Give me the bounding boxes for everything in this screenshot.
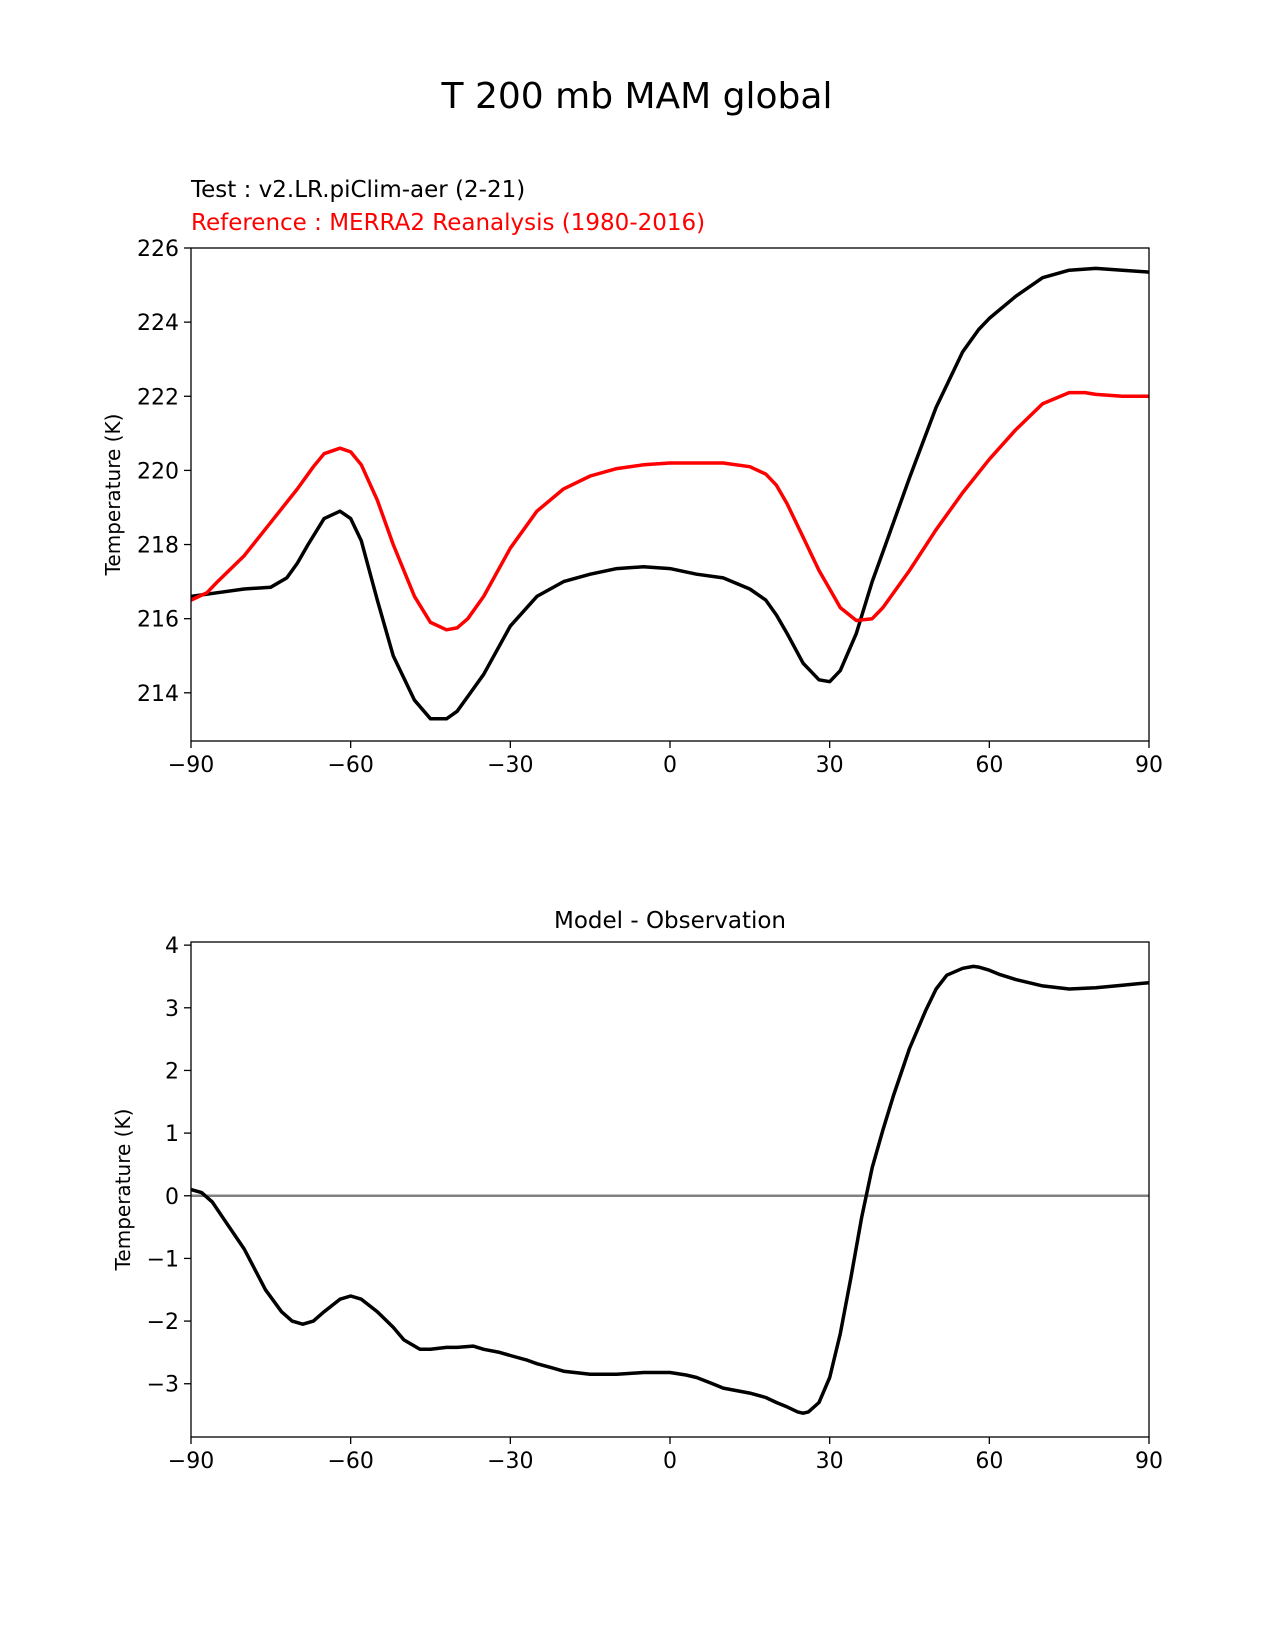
x-tick-label: −90 [168, 1449, 214, 1474]
x-tick-label: −90 [168, 753, 214, 778]
bottom-plot-area: −90 −60 −30 0 30 60 90 −3 −2 −1 0 1 2 3 4 [147, 934, 1163, 1474]
y-tick-label: 214 [137, 682, 179, 707]
series-line-0 [191, 964, 1149, 1415]
x-tick-label: 90 [1135, 753, 1163, 778]
x-tick-label: 60 [975, 1449, 1003, 1474]
x-tick-label: 0 [663, 753, 677, 778]
y-tick-label: 3 [165, 997, 179, 1022]
x-tick-label: −30 [487, 753, 533, 778]
plot-frame [190, 941, 1150, 1438]
top-panel: Test : v2.LR.piClim-aer (2-21) Reference… [101, 177, 1163, 778]
y-tick-label: 216 [137, 608, 179, 633]
x-tick-label: 90 [1135, 1449, 1163, 1474]
y-tick-label: 222 [137, 385, 179, 410]
x-tick-label: 30 [816, 1449, 844, 1474]
plot-frame [190, 247, 1150, 742]
y-tick-label: −3 [147, 1373, 179, 1398]
reference-label: Reference : MERRA2 Reanalysis (1980-2016… [191, 210, 705, 236]
y-tick-label: −2 [147, 1310, 179, 1335]
test-label: Test : v2.LR.piClim-aer (2-21) [190, 177, 525, 203]
bottom-panel: Model - Observation Temperature (K) −90−… [111, 908, 1163, 1474]
x-tick-label: −30 [487, 1449, 533, 1474]
y-tick-label: 224 [137, 311, 179, 336]
bottom-panel-title: Model - Observation [554, 908, 786, 934]
y-tick-label: 2 [165, 1059, 179, 1084]
y-tick-label: 0 [165, 1185, 179, 1210]
bottom-y-axis-label: Temperature (K) [111, 1109, 135, 1272]
y-tick-label: 220 [137, 459, 179, 484]
y-tick-label: 218 [137, 534, 179, 559]
series-line-0 [191, 266, 1149, 721]
top-y-axis-label: Temperature (K) [101, 414, 125, 577]
y-tick-label: −1 [147, 1247, 179, 1272]
x-tick-label: 60 [975, 753, 1003, 778]
x-tick-label: −60 [327, 1449, 373, 1474]
x-tick-label: −60 [327, 753, 373, 778]
series-line-1 [191, 390, 1149, 632]
y-tick-label: 226 [137, 237, 179, 262]
figure-title: T 200 mb MAM global [441, 76, 833, 117]
top-plot-area: −90 −60 −30 0 30 60 90 214 216 218 220 222 224 226 [137, 237, 1163, 778]
x-tick-label: 30 [816, 753, 844, 778]
y-tick-label: 4 [165, 934, 179, 959]
x-tick-label: 0 [663, 1449, 677, 1474]
y-tick-label: 1 [165, 1122, 179, 1147]
